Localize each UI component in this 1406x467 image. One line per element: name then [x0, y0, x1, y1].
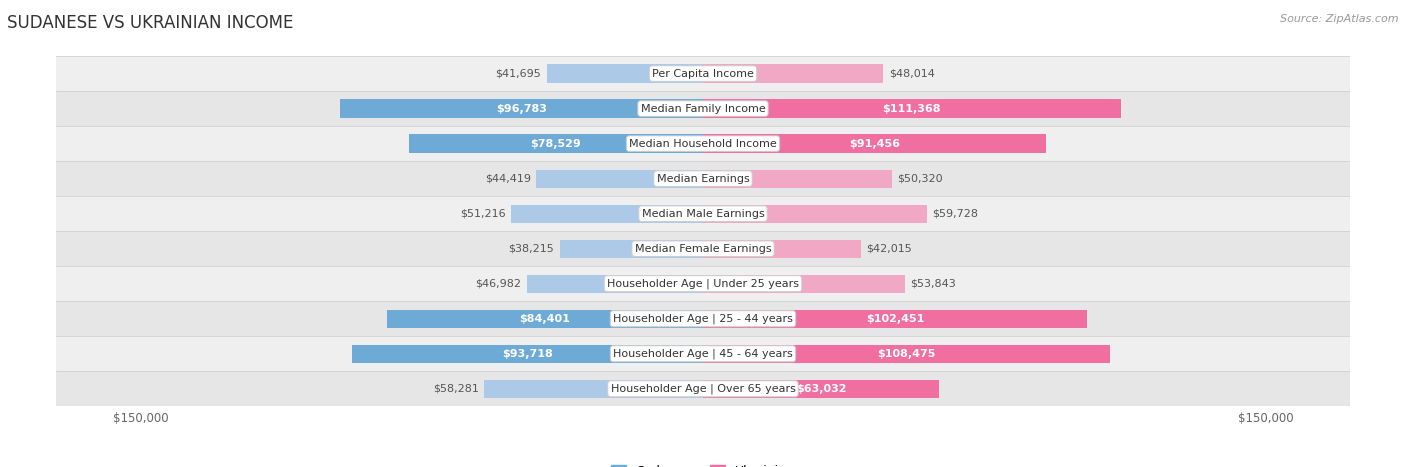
Bar [703, 99, 1121, 118]
Text: $93,718: $93,718 [502, 349, 553, 359]
Bar [703, 275, 905, 293]
Text: $51,216: $51,216 [460, 209, 505, 219]
Text: Householder Age | 25 - 44 years: Householder Age | 25 - 44 years [613, 313, 793, 324]
Text: $38,215: $38,215 [509, 244, 554, 254]
Text: Median Family Income: Median Family Income [641, 104, 765, 113]
Bar [409, 134, 703, 153]
Bar [537, 170, 703, 188]
Bar [56, 56, 1350, 91]
Text: Median Household Income: Median Household Income [628, 139, 778, 149]
Bar [703, 310, 1087, 328]
Bar [703, 170, 891, 188]
Bar [560, 240, 703, 258]
Text: $108,475: $108,475 [877, 349, 935, 359]
Bar [56, 301, 1350, 336]
Bar [56, 231, 1350, 266]
Legend: Sudanese, Ukrainian: Sudanese, Ukrainian [606, 460, 800, 467]
Text: $46,982: $46,982 [475, 279, 522, 289]
Text: Per Capita Income: Per Capita Income [652, 69, 754, 78]
Text: Median Female Earnings: Median Female Earnings [634, 244, 772, 254]
Text: $91,456: $91,456 [849, 139, 900, 149]
Text: $58,281: $58,281 [433, 384, 479, 394]
Text: SUDANESE VS UKRAINIAN INCOME: SUDANESE VS UKRAINIAN INCOME [7, 14, 294, 32]
Text: $42,015: $42,015 [866, 244, 912, 254]
Text: $59,728: $59,728 [932, 209, 979, 219]
Text: $53,843: $53,843 [911, 279, 956, 289]
Bar [703, 205, 927, 223]
Bar [485, 380, 703, 398]
Bar [340, 99, 703, 118]
Text: $50,320: $50,320 [897, 174, 943, 184]
Text: Source: ZipAtlas.com: Source: ZipAtlas.com [1281, 14, 1399, 24]
Bar [56, 161, 1350, 196]
Text: $111,368: $111,368 [883, 104, 941, 113]
Bar [703, 345, 1109, 363]
Text: $78,529: $78,529 [530, 139, 581, 149]
Bar [703, 380, 939, 398]
Bar [387, 310, 703, 328]
Text: $102,451: $102,451 [866, 314, 924, 324]
Bar [510, 205, 703, 223]
Text: $44,419: $44,419 [485, 174, 531, 184]
Bar [527, 275, 703, 293]
Text: $96,783: $96,783 [496, 104, 547, 113]
Text: $63,032: $63,032 [796, 384, 846, 394]
Bar [56, 266, 1350, 301]
Bar [547, 64, 703, 83]
Text: Householder Age | 45 - 64 years: Householder Age | 45 - 64 years [613, 348, 793, 359]
Text: $84,401: $84,401 [519, 314, 571, 324]
Bar [56, 126, 1350, 161]
Text: Householder Age | Over 65 years: Householder Age | Over 65 years [610, 383, 796, 394]
Bar [703, 134, 1046, 153]
Text: Median Earnings: Median Earnings [657, 174, 749, 184]
Bar [352, 345, 703, 363]
Bar [56, 91, 1350, 126]
Text: Median Male Earnings: Median Male Earnings [641, 209, 765, 219]
Text: $41,695: $41,695 [495, 69, 541, 78]
Bar [703, 240, 860, 258]
Text: Householder Age | Under 25 years: Householder Age | Under 25 years [607, 278, 799, 289]
Text: $48,014: $48,014 [889, 69, 935, 78]
Bar [703, 64, 883, 83]
Bar [56, 196, 1350, 231]
Bar [56, 336, 1350, 371]
Bar [56, 371, 1350, 406]
